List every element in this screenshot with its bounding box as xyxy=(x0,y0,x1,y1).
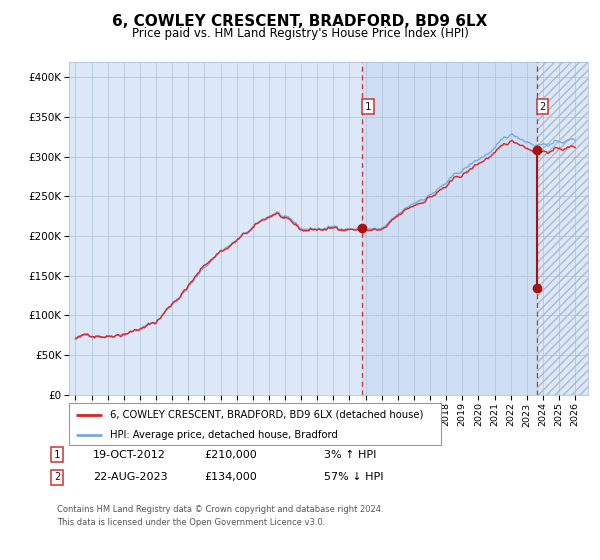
Text: 2: 2 xyxy=(539,102,545,112)
Text: 1: 1 xyxy=(54,450,60,460)
Text: 3% ↑ HPI: 3% ↑ HPI xyxy=(324,450,376,460)
Text: 6, COWLEY CRESCENT, BRADFORD, BD9 6LX: 6, COWLEY CRESCENT, BRADFORD, BD9 6LX xyxy=(112,14,488,29)
Text: 19-OCT-2012: 19-OCT-2012 xyxy=(93,450,166,460)
Text: £210,000: £210,000 xyxy=(204,450,257,460)
Bar xyxy=(537,62,600,395)
Text: Contains HM Land Registry data © Crown copyright and database right 2024.
This d: Contains HM Land Registry data © Crown c… xyxy=(57,505,383,526)
Text: 57% ↓ HPI: 57% ↓ HPI xyxy=(324,472,383,482)
Bar xyxy=(362,62,537,395)
Text: 22-AUG-2023: 22-AUG-2023 xyxy=(93,472,167,482)
Bar xyxy=(537,62,600,395)
Text: Price paid vs. HM Land Registry's House Price Index (HPI): Price paid vs. HM Land Registry's House … xyxy=(131,27,469,40)
Text: 6, COWLEY CRESCENT, BRADFORD, BD9 6LX (detached house): 6, COWLEY CRESCENT, BRADFORD, BD9 6LX (d… xyxy=(110,410,423,420)
Text: 1: 1 xyxy=(365,102,371,112)
Text: 2: 2 xyxy=(54,472,60,482)
Text: HPI: Average price, detached house, Bradford: HPI: Average price, detached house, Brad… xyxy=(110,430,338,440)
Text: £134,000: £134,000 xyxy=(204,472,257,482)
